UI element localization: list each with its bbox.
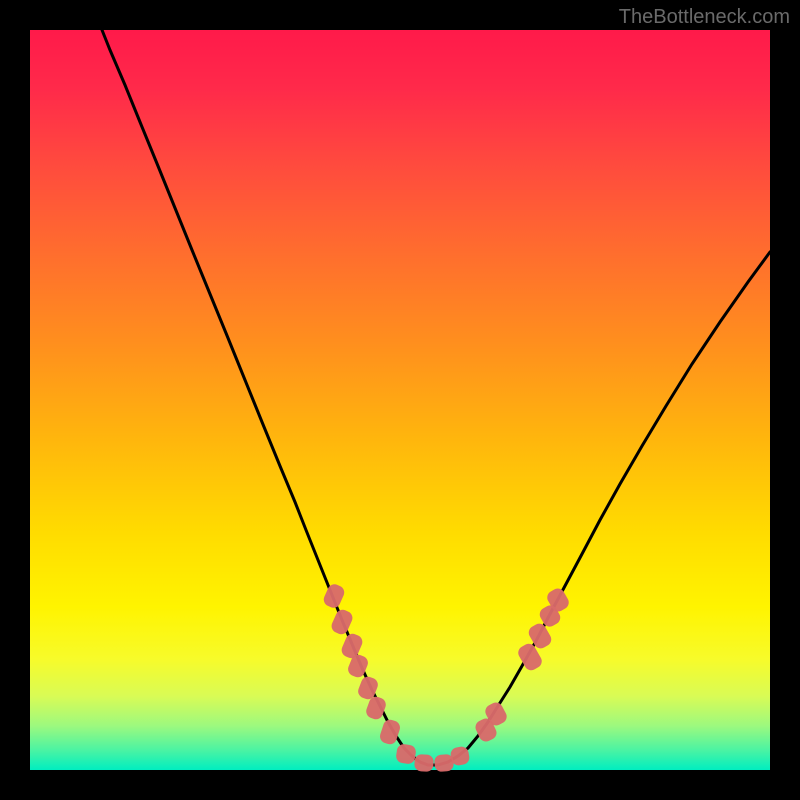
data-marker [450,746,471,767]
data-marker [414,754,434,772]
data-marker [378,718,402,746]
watermark-text: TheBottleneck.com [619,6,790,29]
chart-markers-layer [30,30,770,770]
data-marker [322,582,347,610]
plot-area [30,30,770,770]
data-marker [395,743,416,764]
data-marker [329,608,354,637]
